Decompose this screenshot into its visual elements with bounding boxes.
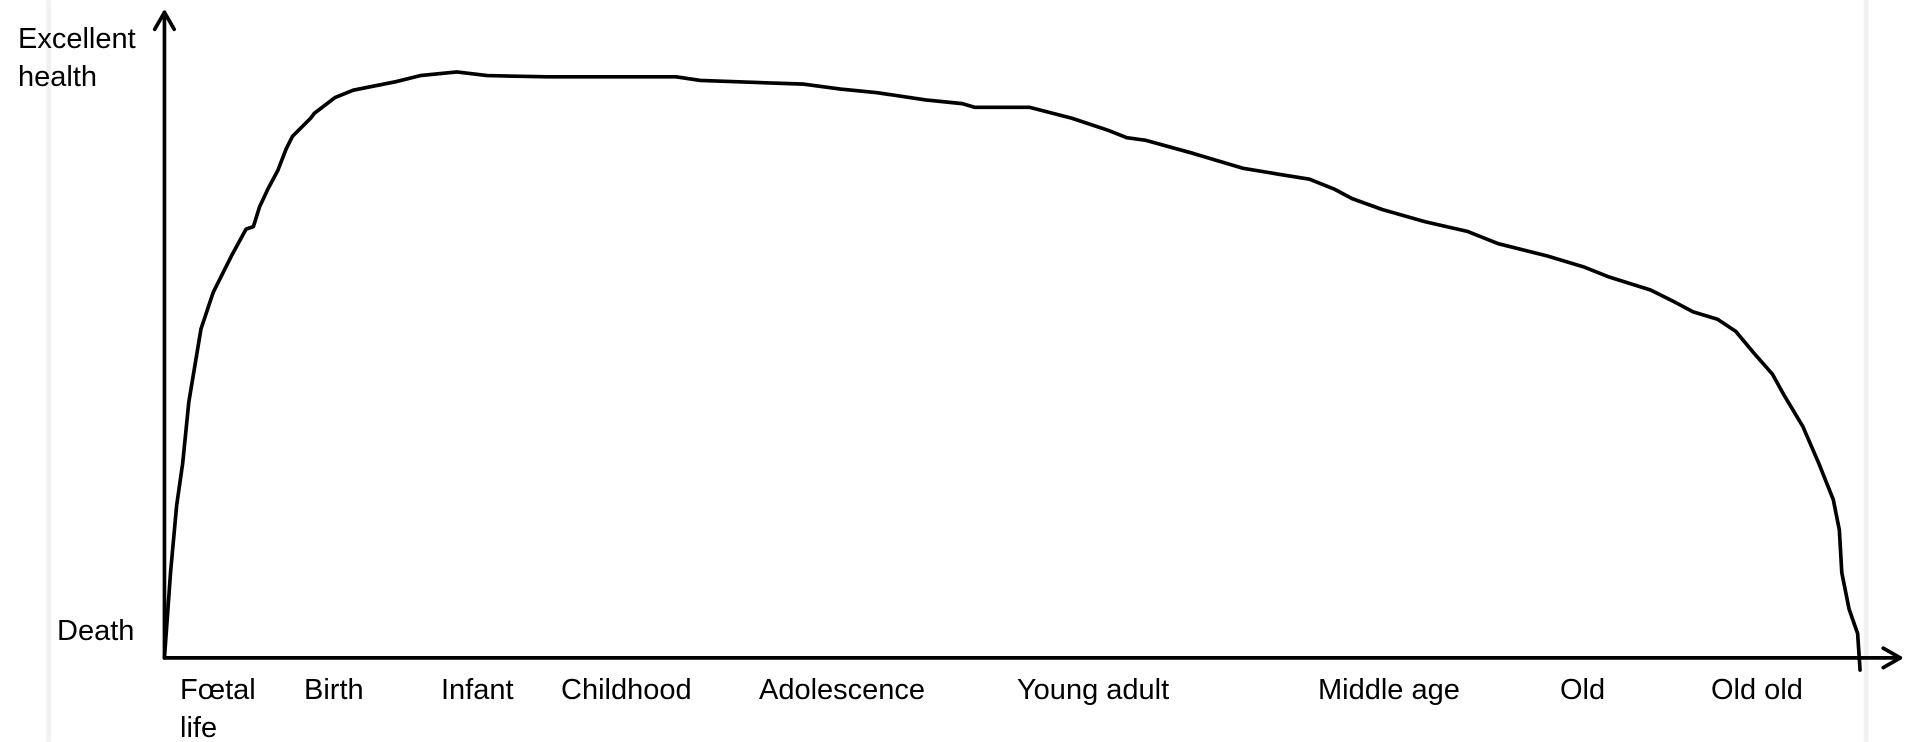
y-bottom-label: Death (57, 615, 135, 647)
stage-label: Childhood (561, 674, 692, 706)
stage-label: Young adult (1017, 674, 1170, 706)
stage-label: Adolescence (759, 674, 926, 706)
stage-label: Middle age (1318, 674, 1460, 706)
stage-label: Old (1560, 674, 1606, 706)
y-top-label: Excellent health (18, 23, 136, 93)
stage-label: Birth (304, 674, 364, 706)
x-axis-arrow (1881, 646, 1903, 670)
health-curve (162, 70, 1862, 672)
stage-label: Old old (1711, 674, 1803, 706)
stage-label: Fœtal life (180, 674, 256, 742)
y-axis-arrow (152, 10, 177, 32)
stage-label: Infant (441, 674, 514, 706)
